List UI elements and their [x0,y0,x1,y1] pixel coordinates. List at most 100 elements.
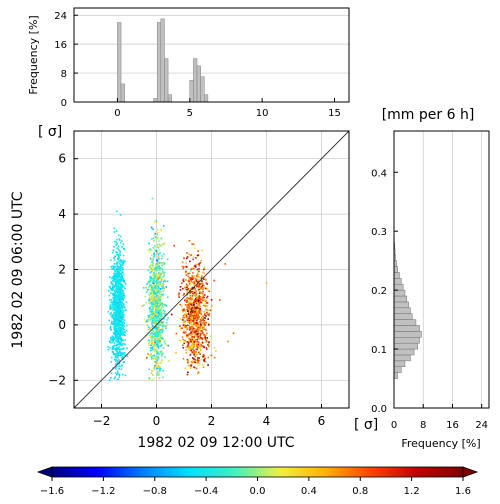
scatter-point [188,316,191,318]
scatter-point [193,275,195,277]
scatter-point [155,322,157,325]
scatter-point [193,299,196,302]
scatter-point [197,280,200,283]
scatter-point [163,262,165,264]
scatter-point [159,342,161,344]
scatter-point [201,337,203,340]
scatter-point [194,348,197,350]
scatter-point [121,356,124,358]
scatter-point [147,269,150,272]
scatter-point [156,353,159,355]
scatter-point [203,272,206,275]
scatter-point [202,345,205,348]
scatter-point [155,342,158,344]
scatter-point [206,332,208,335]
scatter-point [196,348,198,351]
scatter-point [167,317,169,319]
scatter-point [148,368,150,371]
scatter-point [162,293,165,295]
scatter-point [202,364,204,366]
scatter-point [114,305,116,307]
scatter-point [117,314,119,316]
scatter-point [190,307,193,309]
scatter-point [113,337,116,340]
scatter-point [111,350,114,353]
scatter-point [149,296,151,299]
right-histogram-ytick-label: 0.3 [371,227,387,238]
scatter-point [111,320,113,323]
scatter-point [185,288,188,291]
scatter-point [123,285,125,288]
scatter-point [186,373,189,376]
diagonal-line [73,130,350,409]
right-histogram-xlabel: Frequency [%] [401,437,480,450]
scatter-point [203,323,206,326]
scatter-point [108,285,111,288]
scatter-point [185,349,187,351]
scatter-point [159,361,161,364]
scatter-point [157,329,160,331]
scatter-point [155,298,157,301]
scatter-point [147,249,149,252]
scatter-point [188,319,191,322]
scatter-point [119,324,122,327]
scatter-point [118,282,121,285]
top-histogram-bar [120,83,125,103]
scatter-point [193,331,196,333]
scatter-point [148,242,150,245]
scatter-point [147,328,150,331]
scatter-point [189,260,191,263]
scatter-point [122,327,124,329]
scatter-point [199,298,201,300]
scatter-point [163,253,165,255]
scatter-point [196,301,199,304]
scatter-point [115,251,117,253]
scatter-point [147,326,150,328]
scatter-point [185,316,188,318]
scatter-point [123,319,126,321]
scatter-point [114,331,116,333]
scatter-point [113,259,116,261]
scatter-point [199,332,202,335]
scatter-point [110,360,112,363]
scatter-point [145,286,147,289]
scatter-point [204,337,206,340]
scatter-point [156,308,158,311]
scatter-point [114,312,116,315]
scatter-point [206,305,208,307]
scatter-point [191,295,194,297]
scatter-point [120,314,123,317]
scatter-point [188,308,190,311]
scatter-point [154,350,156,353]
scatter-point [201,283,204,285]
scatter-point [150,339,153,342]
scatter-point [193,341,195,343]
scatter-point [117,290,120,293]
scatter-point [157,371,159,373]
scatter-point [118,349,120,351]
scatter-point [110,356,113,359]
scatter-point [156,340,158,342]
scatter-point [118,268,121,270]
scatter-point [110,328,112,331]
scatter-point [113,377,116,380]
scatter-point [118,238,121,240]
scatter-point [193,310,195,313]
scatter-point [122,294,125,297]
scatter-point [193,340,195,342]
scatter-point [164,325,167,327]
scatter-point [204,300,207,302]
scatter-point [207,343,210,345]
scatter-point [193,351,196,354]
scatter-point [154,245,156,247]
scatter-point [113,286,116,289]
scatter-point [115,273,117,276]
scatter-point [162,309,165,312]
scatter-point [118,322,120,325]
scatter-point [150,292,153,294]
scatter-point [118,293,121,295]
scatter-point [189,270,192,272]
scatter-point [122,325,124,327]
scatter-point [158,305,161,308]
scatter-point [185,285,187,288]
